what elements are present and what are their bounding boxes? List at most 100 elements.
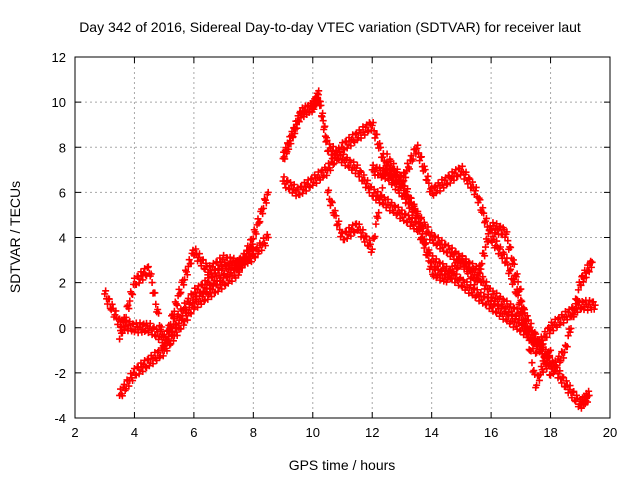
data-point-marker (195, 253, 203, 261)
data-point-marker (226, 253, 234, 261)
data-point-marker (319, 117, 327, 125)
data-point-marker (517, 285, 525, 293)
data-point-marker (549, 327, 557, 335)
data-point-marker (566, 328, 574, 336)
data-point-marker (169, 337, 177, 345)
data-point-marker (377, 143, 385, 151)
data-point-marker (574, 286, 582, 294)
data-point-marker (374, 214, 382, 222)
x-tick-label: 18 (543, 425, 557, 440)
data-point-marker (155, 309, 163, 317)
data-point-marker (415, 219, 423, 227)
data-point-marker (177, 325, 185, 333)
data-point-marker (450, 176, 458, 184)
data-point-marker (576, 304, 584, 312)
data-point-marker (181, 276, 189, 284)
data-point-marker (425, 179, 433, 187)
data-point-marker (533, 381, 541, 389)
data-point-marker (539, 340, 547, 348)
data-point-marker (480, 209, 488, 217)
data-point-marker (482, 214, 490, 222)
data-point-marker (258, 246, 266, 254)
data-point-marker (527, 320, 535, 327)
data-point-marker (424, 172, 432, 180)
data-point-marker (343, 144, 351, 152)
data-point-marker (509, 256, 517, 264)
data-point-marker (364, 176, 372, 184)
data-point-marker (149, 360, 157, 368)
data-point-marker (248, 240, 256, 248)
data-point-marker (482, 278, 490, 286)
data-point-marker (125, 305, 133, 313)
data-point-marker (451, 249, 459, 257)
data-point-marker (163, 337, 171, 345)
data-point-marker (233, 257, 241, 265)
data-point-marker (563, 343, 571, 351)
data-point-marker (157, 323, 165, 331)
data-point-marker (384, 195, 392, 203)
data-point-marker (541, 355, 549, 363)
data-point-marker (425, 257, 433, 265)
data-point-marker (366, 240, 374, 248)
data-point-marker (538, 336, 546, 344)
data-point-marker (514, 291, 522, 299)
data-point-marker (506, 267, 514, 275)
data-point-marker (588, 258, 596, 266)
data-point-marker (535, 376, 543, 384)
data-point-marker (375, 209, 383, 217)
data-point-marker (436, 187, 444, 195)
data-point-marker (154, 305, 162, 313)
data-point-marker (424, 223, 432, 231)
data-point-marker (365, 236, 373, 244)
data-point-marker (112, 307, 120, 315)
data-point-marker (507, 300, 515, 308)
data-point-marker (405, 165, 413, 173)
data-point-marker (585, 391, 593, 399)
data-point-marker (357, 134, 365, 142)
data-point-marker (539, 368, 547, 376)
data-point-marker (521, 317, 529, 325)
data-point-marker (261, 242, 269, 250)
data-point-marker (453, 265, 461, 273)
data-point-marker (167, 322, 175, 330)
data-point-marker (151, 289, 159, 297)
data-point-marker (448, 244, 456, 252)
data-point-marker (319, 109, 327, 117)
data-point-marker (376, 139, 384, 147)
data-point-marker (516, 312, 524, 320)
data-point-marker (585, 268, 593, 276)
data-point-marker (302, 187, 310, 195)
data-point-marker (253, 243, 261, 251)
data-point-marker (434, 234, 442, 242)
data-point-marker (520, 316, 528, 324)
data-point-marker (172, 300, 180, 308)
data-point-marker (108, 300, 116, 308)
data-point-marker (479, 204, 487, 212)
data-point-marker (329, 143, 337, 151)
data-point-marker (332, 212, 340, 220)
data-point-marker (180, 321, 188, 329)
data-point-marker (521, 309, 529, 317)
data-point-marker (413, 144, 421, 152)
data-point-marker (438, 236, 446, 244)
data-point-marker (280, 173, 288, 181)
data-point-marker (520, 304, 528, 312)
data-point-marker (204, 295, 212, 303)
data-point-marker (124, 301, 132, 309)
data-point-marker (242, 257, 250, 265)
data-point-marker (577, 281, 585, 289)
x-tick-label: 2 (71, 425, 78, 440)
data-point-marker (116, 335, 124, 343)
data-point-marker (378, 153, 386, 161)
data-point-marker (139, 276, 147, 284)
data-point-marker (323, 136, 331, 144)
data-point-marker (260, 204, 268, 212)
data-point-marker (293, 124, 301, 132)
data-point-marker (493, 289, 501, 297)
data-point-marker (176, 290, 184, 298)
data-point-marker (378, 193, 386, 201)
data-point-marker (546, 353, 554, 361)
data-point-marker (482, 282, 490, 290)
data-point-marker (407, 199, 415, 207)
data-point-marker (385, 161, 393, 169)
